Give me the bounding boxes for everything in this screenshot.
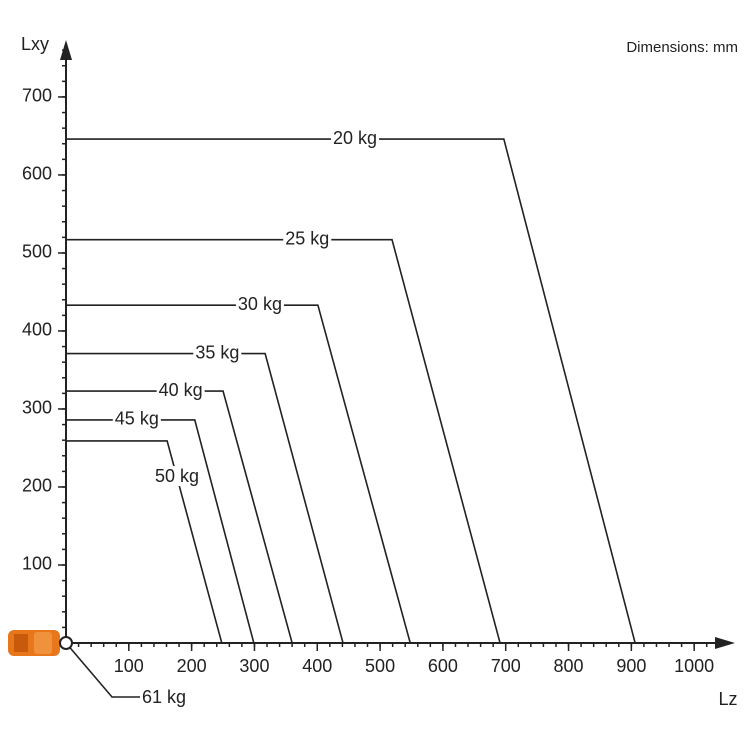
label-bg [112,408,161,429]
y-tick-label: 700 [22,86,52,106]
y-tick-label: 300 [22,398,52,418]
x-tick-label: 800 [554,656,584,676]
series-label: 40 kg [159,380,203,400]
x-tick-label: 600 [428,656,458,676]
series-label: 25 kg [285,228,329,248]
y-tick-label: 400 [22,320,52,340]
load-curve [66,238,501,644]
load-curve [66,138,636,644]
load-curve [66,390,293,644]
label-bg [283,228,332,249]
y-tick-label: 200 [22,476,52,496]
series-label: 30 kg [238,294,282,314]
series-label: 35 kg [195,342,239,362]
label-bg [152,466,201,487]
y-tick-label: 500 [22,242,52,262]
units-note: Dimensions: mm [626,39,738,56]
label-bg [156,379,205,400]
x-tick-label: 400 [302,656,332,676]
x-tick-label: 500 [365,656,395,676]
x-tick-label: 200 [177,656,207,676]
leader-line [65,642,140,698]
load-curve [66,440,223,644]
y-tick-label: 100 [22,554,52,574]
load-point [59,636,73,650]
x-tick-label: 700 [491,656,521,676]
series-label: 61 kg [142,687,186,707]
label-bg [330,127,379,148]
series-label: 45 kg [115,409,159,429]
load-curve [66,419,255,644]
series-label: 20 kg [333,128,377,148]
label-bg [235,293,284,314]
robot-icon [8,630,60,656]
x-axis-label: Lz [718,689,737,709]
x-tick-label: 300 [239,656,269,676]
x-tick-label: 1000 [674,656,714,676]
label-bg [193,342,242,363]
y-axis-label: Lxy [21,34,49,54]
x-tick-label: 100 [114,656,144,676]
load-curve [66,352,344,644]
y-tick-label: 600 [22,164,52,184]
x-axis-arrow [715,637,735,649]
series-label: 50 kg [155,466,199,486]
load-curve [66,304,412,644]
x-tick-label: 900 [616,656,646,676]
